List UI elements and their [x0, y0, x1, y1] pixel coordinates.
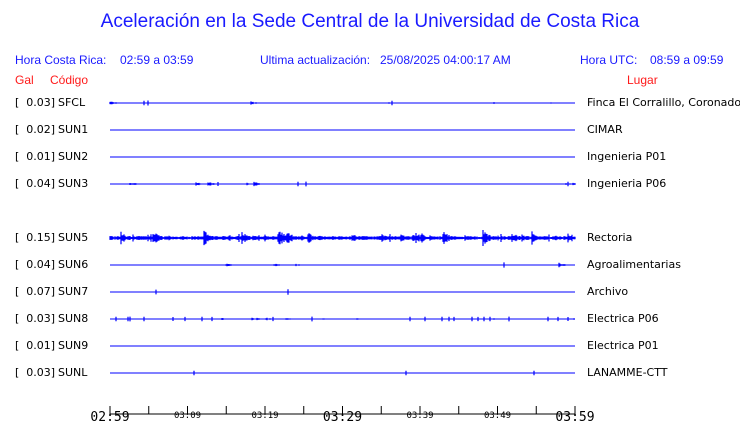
gal-value: [ 0.15] [15, 231, 56, 244]
update-value: 25/08/2025 04:00:17 AM [380, 53, 511, 67]
station-code: SUN6 [58, 258, 89, 271]
gal-value: [ 0.03] [15, 96, 56, 109]
utc-time-label: Hora UTC: [580, 53, 638, 67]
trace-SUN3 [129, 181, 576, 187]
gal-value: [ 0.07] [15, 285, 56, 298]
chart-title: Aceleración en la Sede Central de la Uni… [100, 11, 640, 32]
trace-SUN8 [115, 316, 575, 322]
tick-label: 03:09 [174, 411, 201, 421]
tick-label: 03:49 [484, 411, 511, 421]
gal-value: [ 0.01] [15, 339, 56, 352]
station-code: SUN3 [58, 177, 89, 190]
update-label: Ultima actualización: [260, 53, 371, 67]
station-place: Ingenieria P01 [587, 150, 667, 163]
tick-label: 03:19 [251, 411, 278, 421]
lugar-header: Lugar [627, 73, 658, 87]
trace-SUN5 [109, 230, 576, 246]
station-place: Electrica P01 [587, 339, 659, 352]
station-place: Rectoria [587, 231, 633, 244]
station-place: Electrica P06 [587, 312, 659, 325]
codigo-header: Código [50, 73, 89, 87]
tick-label: 03:39 [406, 411, 433, 421]
gal-value: [ 0.01] [15, 150, 56, 163]
trace-SUN6 [225, 262, 566, 268]
tick-label: 03:59 [555, 410, 594, 423]
station-code: SUN7 [58, 285, 89, 298]
trace-SUNL [193, 370, 535, 376]
station-code: SUN5 [58, 231, 89, 244]
station-code: SUN2 [58, 150, 89, 163]
station-place: Archivo [587, 285, 629, 298]
station-code: SUN8 [58, 312, 89, 325]
gal-value: [ 0.04] [15, 177, 56, 190]
trace-SFCL [109, 100, 552, 106]
gal-value: [ 0.02] [15, 123, 56, 136]
station-place: LANAMME-CTT [587, 366, 668, 379]
station-code: SUNL [58, 366, 88, 379]
station-code: SUN9 [58, 339, 89, 352]
gal-value: [ 0.03] [15, 312, 56, 325]
station-code: SFCL [58, 96, 86, 109]
local-time-range: 02:59 a 03:59 [120, 53, 194, 67]
gal-value: [ 0.03] [15, 366, 56, 379]
tick-label: 03:29 [323, 410, 362, 423]
station-place: Ingenieria P06 [587, 177, 667, 190]
local-time-label: Hora Costa Rica: [15, 53, 107, 67]
utc-time-range: 08:59 a 09:59 [650, 53, 724, 67]
station-code: SUN1 [58, 123, 89, 136]
tick-label: 02:59 [90, 410, 129, 423]
trace-SUN7 [155, 289, 289, 295]
gal-value: [ 0.04] [15, 258, 56, 271]
station-place: Agroalimentarias [587, 258, 681, 271]
station-place: Finca El Corralillo, Coronado [587, 96, 740, 109]
gal-header: Gal [15, 73, 34, 87]
station-place: CIMAR [587, 123, 623, 136]
